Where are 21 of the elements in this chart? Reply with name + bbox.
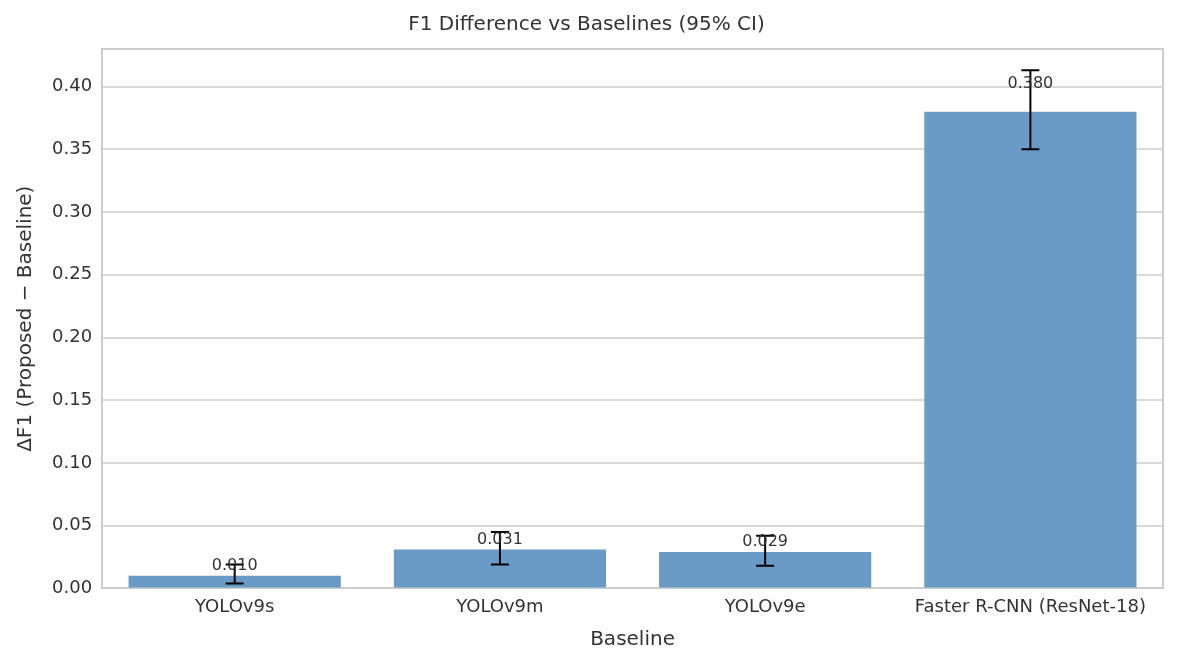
- y-tick-label: 0.25: [52, 262, 93, 284]
- bar: [128, 575, 341, 588]
- x-axis-title: Baseline: [590, 626, 675, 651]
- y-tick-label: 0.10: [52, 450, 93, 472]
- data-label: 0.010: [211, 555, 258, 575]
- y-tick-label: 0.35: [52, 137, 93, 159]
- bar: [924, 111, 1137, 588]
- chart-title: F1 Difference vs Baselines (95% CI): [408, 11, 765, 36]
- y-tick-label: 0.30: [52, 199, 93, 221]
- y-tick-label: 0.05: [52, 513, 93, 535]
- bar: [659, 552, 872, 588]
- bar: [393, 549, 607, 588]
- x-tick-label: Faster R-CNN (ResNet-18): [914, 594, 1146, 616]
- y-tick-label: 0.20: [52, 325, 93, 347]
- y-tick-label: 0.40: [52, 74, 93, 96]
- x-tick-label: YOLOv9s: [194, 594, 275, 616]
- x-tick-label: YOLOv9m: [455, 594, 544, 616]
- y-tick-label: 0.15: [52, 387, 93, 409]
- y-tick-label: 0.00: [52, 576, 93, 598]
- y-axis-title: ΔF1 (Proposed − Baseline): [12, 185, 37, 452]
- x-tick-label: YOLOv9e: [723, 594, 806, 616]
